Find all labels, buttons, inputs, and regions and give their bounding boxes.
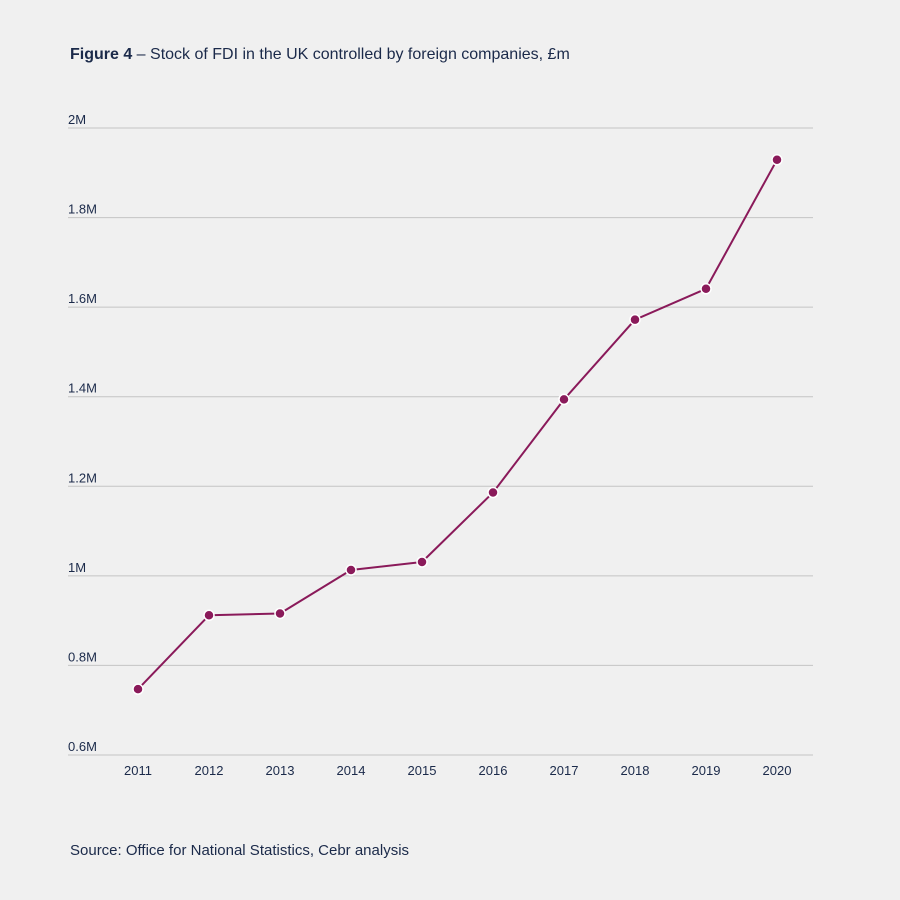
y-tick-label: 0.6M (68, 739, 97, 754)
title-text: – Stock of FDI in the UK controlled by f… (132, 46, 570, 63)
data-point[interactable] (274, 607, 286, 620)
series-group (132, 154, 783, 695)
data-point[interactable] (203, 609, 215, 622)
x-tick-label: 2015 (408, 763, 437, 778)
source-note: Source: Office for National Statistics, … (70, 842, 410, 859)
data-point[interactable] (771, 154, 783, 166)
x-tick-label: 2016 (479, 763, 508, 778)
x-tick-label: 2013 (266, 763, 295, 778)
chart-title: Figure 4 – Stock of FDI in the UK contro… (70, 46, 570, 64)
y-axis-ticks: 0.6M 0.8M 1M 1.2M 1.4M 1.6M 1.8M 2M (68, 112, 97, 754)
y-tick-label: 2M (68, 112, 86, 127)
x-tick-label: 2019 (692, 763, 721, 778)
x-tick-label: 2018 (621, 763, 650, 778)
data-point[interactable] (416, 556, 428, 568)
y-tick-label: 1.4M (68, 381, 97, 396)
data-point[interactable] (345, 564, 357, 576)
y-tick-label: 1.8M (68, 202, 97, 217)
data-point[interactable] (487, 486, 499, 499)
data-point[interactable] (629, 313, 641, 326)
x-tick-label: 2020 (763, 763, 792, 778)
data-point[interactable] (132, 683, 144, 695)
data-point[interactable] (700, 283, 712, 295)
x-axis-ticks: 2011 2012 2013 2014 2015 2016 2017 2018 2019 2020 (124, 763, 791, 778)
series-line (137, 159, 778, 690)
x-tick-label: 2011 (124, 763, 152, 778)
y-tick-label: 1M (68, 560, 86, 575)
y-tick-label: 1.2M (68, 470, 97, 485)
x-tick-label: 2017 (550, 763, 579, 778)
x-tick-label: 2014 (337, 763, 366, 778)
gridlines (68, 127, 813, 756)
x-tick-label: 2012 (195, 763, 224, 778)
figure-label: Figure 4 (70, 46, 133, 63)
data-point[interactable] (558, 393, 570, 406)
y-tick-label: 0.8M (68, 649, 97, 664)
y-tick-label: 1.6M (68, 291, 97, 306)
